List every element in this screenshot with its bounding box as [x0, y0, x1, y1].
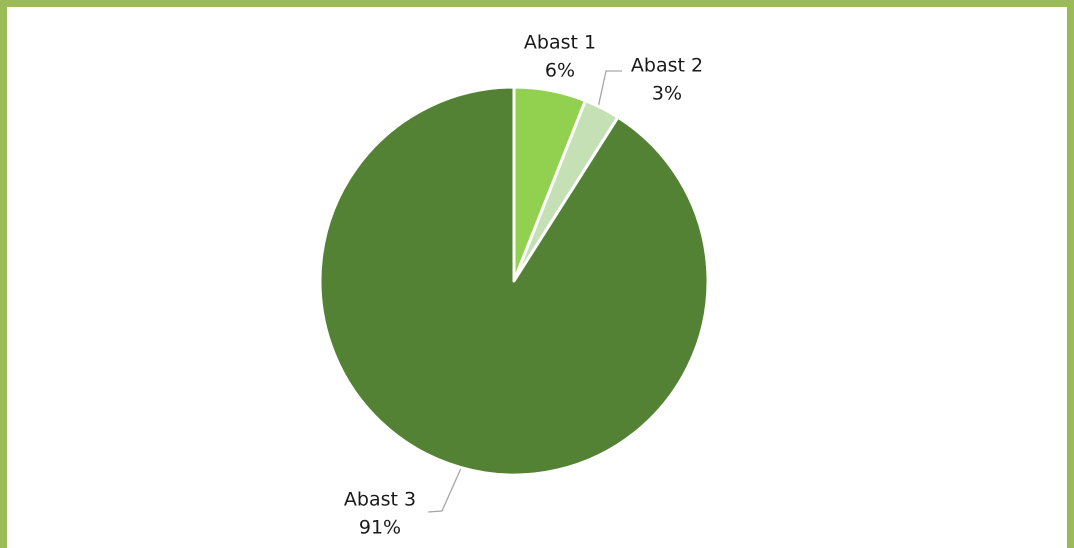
pie-slice	[318, 85, 710, 477]
category-label: Abast 2	[631, 55, 703, 77]
leader-line	[597, 70, 622, 109]
value-label: 6%	[545, 60, 575, 82]
value-label: 3%	[652, 83, 682, 105]
category-label: Abast 3	[344, 489, 416, 511]
leader-line	[427, 465, 463, 513]
value-label: 91%	[359, 517, 401, 539]
category-label: Abast 1	[524, 32, 596, 54]
